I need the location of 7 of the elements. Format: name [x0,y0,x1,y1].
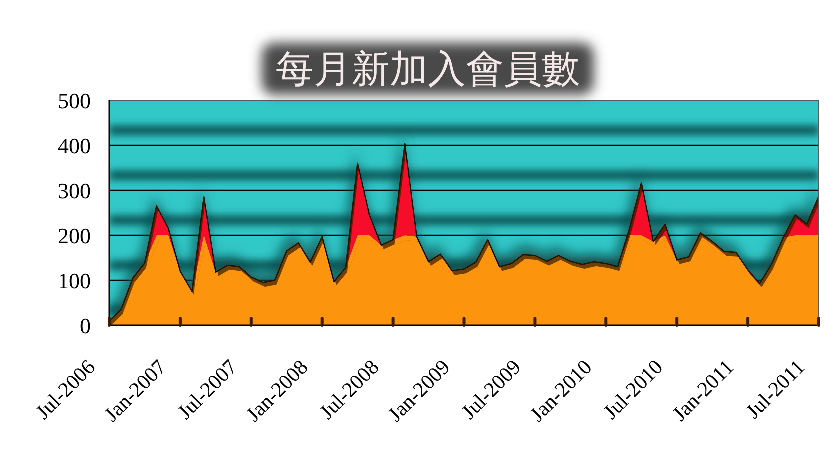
y-tick-label: 100 [58,268,91,294]
y-tick-label: 200 [58,224,91,248]
y-tick-label: 400 [58,134,91,158]
y-tick-label: 300 [58,178,91,204]
y-tick-label: 500 [58,88,91,114]
y-tick-label: 0 [80,314,91,338]
chart-title: 每月新加入會員數 [276,47,580,91]
